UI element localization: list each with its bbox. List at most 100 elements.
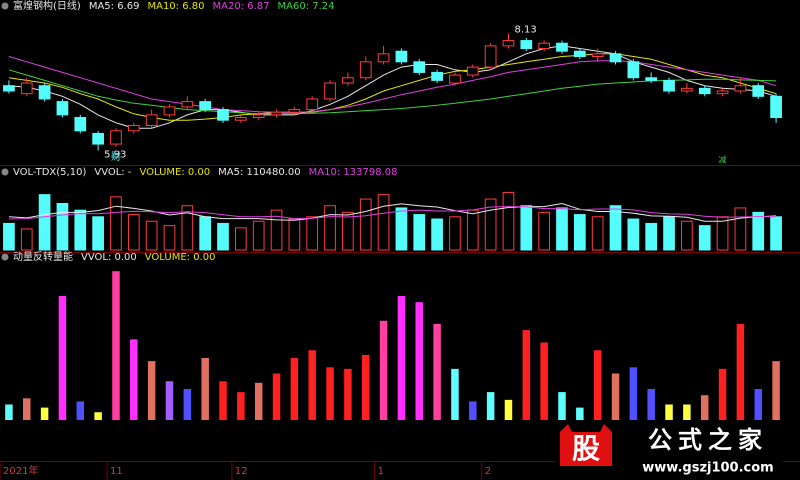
legend-item: MA10: 133798.08 bbox=[309, 167, 398, 178]
candle-body bbox=[324, 82, 336, 100]
indicator-bar bbox=[5, 404, 13, 420]
candle-body bbox=[556, 42, 568, 52]
volume-bar bbox=[502, 191, 515, 251]
indicator-bar bbox=[397, 296, 406, 420]
legend-item: MA10: 6.80 bbox=[147, 1, 204, 12]
indicator-bar bbox=[76, 401, 85, 420]
volume-bar bbox=[3, 222, 15, 251]
x-tick-label: 12 bbox=[235, 466, 248, 477]
indicator-bar bbox=[130, 339, 138, 420]
indicator-bar bbox=[165, 381, 174, 420]
indicator-bar bbox=[272, 373, 281, 420]
ma-line bbox=[8, 53, 777, 121]
indicator-bar bbox=[576, 407, 584, 420]
legend-item: MA5: 110480.00 bbox=[218, 167, 300, 178]
candle-body bbox=[92, 132, 104, 145]
candle-body bbox=[413, 61, 426, 73]
volume-bar bbox=[716, 216, 729, 251]
indicator-bar bbox=[629, 367, 638, 420]
volume-bar bbox=[199, 216, 212, 251]
candle-body bbox=[449, 74, 461, 84]
candle-body bbox=[342, 77, 354, 84]
candle-body bbox=[359, 61, 372, 79]
legend-item: MA60: 7.24 bbox=[278, 1, 335, 12]
volume-bar bbox=[752, 211, 765, 251]
candle-body bbox=[20, 82, 33, 95]
ma-line bbox=[8, 206, 777, 220]
volume-bar bbox=[306, 216, 319, 251]
candle-body bbox=[56, 101, 69, 116]
indicator-bar bbox=[522, 330, 531, 420]
event-icon: 财 bbox=[111, 150, 121, 163]
indicator-bar bbox=[469, 401, 477, 420]
candle-body bbox=[431, 71, 443, 81]
volume-bar bbox=[556, 207, 568, 251]
volume-bar bbox=[413, 214, 426, 251]
indicator-bar bbox=[201, 358, 209, 420]
candle-body bbox=[199, 101, 212, 111]
indicator-bar bbox=[40, 407, 49, 420]
event-icon: 减 bbox=[719, 155, 727, 165]
volume-bar bbox=[235, 227, 247, 251]
legend-item: VOLUME: 0.00 bbox=[139, 167, 210, 178]
candle-body bbox=[609, 53, 622, 63]
indicator-bar bbox=[183, 389, 192, 420]
x-tick-label: 1 bbox=[378, 466, 384, 477]
volume-bar bbox=[342, 211, 354, 251]
volume-bar bbox=[324, 205, 336, 251]
panel-title: VOL-TDX(5,10) bbox=[13, 167, 86, 178]
volume-bar bbox=[698, 225, 711, 251]
volume-bar bbox=[573, 214, 586, 251]
candle-body bbox=[288, 109, 301, 113]
candle-body bbox=[145, 114, 158, 126]
volume-bar bbox=[520, 205, 533, 251]
candle-body bbox=[698, 87, 711, 95]
candle-body bbox=[502, 40, 515, 47]
volume-bar bbox=[270, 209, 283, 251]
volume-bar bbox=[181, 205, 194, 251]
candle-body bbox=[734, 85, 747, 92]
legend-item: VVOL: 0.00 bbox=[81, 252, 137, 263]
indicator-bar bbox=[700, 395, 709, 420]
indicator-bar bbox=[683, 404, 691, 420]
ma-line bbox=[8, 69, 777, 115]
panel-title: 富煌钢构(日线) bbox=[13, 0, 81, 12]
volume-bar bbox=[38, 194, 51, 251]
indicator-bar bbox=[361, 354, 370, 420]
indicator-bar bbox=[718, 368, 727, 420]
candle-body bbox=[217, 109, 229, 121]
indicator-bar bbox=[433, 323, 441, 420]
volume-bar bbox=[20, 228, 33, 251]
candle-body bbox=[74, 117, 87, 132]
candle-body bbox=[770, 95, 782, 119]
indicator-bar bbox=[540, 342, 548, 420]
volume-bar bbox=[163, 225, 176, 251]
indicator-bar bbox=[754, 389, 762, 420]
panel-icon bbox=[1, 253, 9, 261]
indicator-bar bbox=[611, 373, 620, 420]
volume-bar bbox=[466, 209, 479, 251]
indicator-bar bbox=[486, 392, 495, 420]
indicator-bar bbox=[593, 350, 602, 420]
ma-line bbox=[8, 56, 777, 113]
candle-body bbox=[573, 50, 586, 57]
candle-body bbox=[3, 85, 15, 92]
indicator-bar bbox=[326, 367, 334, 420]
site-name: 公式之家 bbox=[648, 426, 768, 454]
volume-bar bbox=[734, 207, 747, 251]
volume-bar bbox=[609, 205, 622, 251]
volume-bar bbox=[110, 196, 122, 251]
candle-body bbox=[752, 85, 765, 97]
indicator-bar bbox=[379, 320, 388, 420]
site-url: www.gszj100.com bbox=[642, 461, 773, 476]
indicator-bar bbox=[308, 350, 316, 420]
volume-bar bbox=[645, 222, 658, 251]
indicator-bar bbox=[237, 392, 245, 420]
candle-body bbox=[38, 85, 51, 100]
volume-bar bbox=[56, 203, 69, 251]
x-tick-label: 11 bbox=[110, 466, 123, 477]
candle-body bbox=[466, 66, 479, 76]
indicator-bar bbox=[254, 382, 263, 420]
candle-body bbox=[252, 114, 265, 119]
candle-body bbox=[235, 117, 247, 121]
